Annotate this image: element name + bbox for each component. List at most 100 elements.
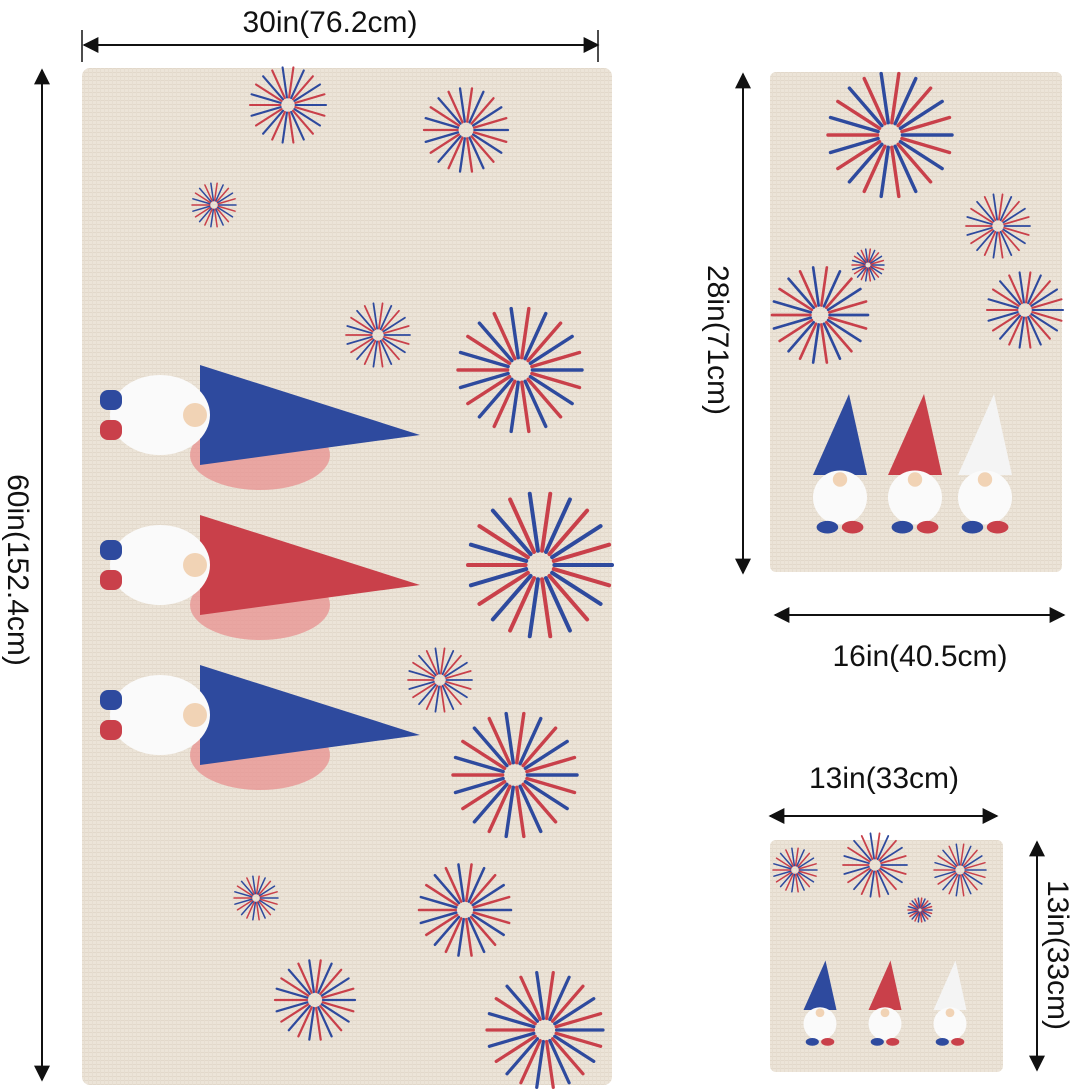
spark xyxy=(471,913,505,937)
spark xyxy=(867,248,872,263)
spark xyxy=(252,875,257,895)
spark xyxy=(444,661,468,678)
spark xyxy=(236,899,254,911)
spark xyxy=(350,316,374,333)
spark xyxy=(527,491,540,553)
spark xyxy=(869,265,883,275)
spark xyxy=(1003,216,1030,226)
spark xyxy=(547,573,590,622)
spark xyxy=(919,911,923,923)
spark xyxy=(519,975,542,1022)
spark xyxy=(999,230,1013,256)
spark xyxy=(553,1034,596,1063)
spark xyxy=(948,873,959,895)
spark xyxy=(890,145,901,199)
spark xyxy=(826,287,862,312)
spark xyxy=(458,137,466,173)
spark xyxy=(425,913,459,937)
gnome-nose xyxy=(832,472,848,487)
spark xyxy=(862,76,887,126)
spark xyxy=(550,524,603,560)
spark xyxy=(487,1031,536,1048)
spark xyxy=(294,106,326,117)
spark xyxy=(959,843,965,866)
spark xyxy=(963,872,983,885)
spark xyxy=(308,959,315,994)
spark xyxy=(445,670,472,680)
firework xyxy=(248,66,328,144)
spark xyxy=(234,898,253,905)
spark xyxy=(798,863,817,870)
spark xyxy=(527,577,540,639)
spark xyxy=(551,567,612,588)
spark xyxy=(921,910,931,918)
gnome-boot xyxy=(916,520,939,534)
gnome-nose xyxy=(183,403,207,427)
spark xyxy=(472,726,509,768)
spark xyxy=(504,711,515,765)
decoration xyxy=(100,66,1065,1090)
gnome-nose xyxy=(815,1008,825,1018)
spark xyxy=(453,776,505,795)
spark xyxy=(890,71,901,125)
spark xyxy=(970,207,994,224)
gnome-nose xyxy=(880,1008,890,1018)
gnome-hat xyxy=(813,394,867,475)
spark xyxy=(315,959,322,994)
spark xyxy=(418,654,437,677)
spark xyxy=(962,849,978,867)
spark xyxy=(255,901,260,921)
spark xyxy=(551,542,612,563)
spark xyxy=(772,300,813,314)
spark xyxy=(505,984,540,1023)
spark xyxy=(294,93,326,104)
spark xyxy=(868,267,876,281)
spark xyxy=(425,684,439,710)
spark xyxy=(824,277,853,310)
spark xyxy=(216,187,230,203)
spark xyxy=(900,115,952,134)
spark xyxy=(468,90,485,124)
spark xyxy=(445,680,472,690)
spark xyxy=(909,910,919,918)
gnome-boot xyxy=(961,520,984,534)
firework xyxy=(851,248,885,282)
spark xyxy=(545,970,555,1021)
spark xyxy=(937,872,957,885)
firework xyxy=(842,832,908,898)
spark xyxy=(281,66,288,99)
spark xyxy=(893,76,918,126)
spark xyxy=(487,1012,536,1029)
spark xyxy=(860,835,874,861)
spark xyxy=(356,338,375,361)
spark xyxy=(321,987,355,999)
spark xyxy=(437,135,462,163)
spark xyxy=(937,855,957,868)
spark xyxy=(492,311,517,361)
spark xyxy=(869,266,880,278)
spark xyxy=(851,259,866,265)
spark xyxy=(1008,315,1023,346)
spark xyxy=(250,106,282,117)
gnome-boot xyxy=(100,390,122,410)
spark xyxy=(308,1006,315,1041)
spark xyxy=(216,192,234,204)
firework xyxy=(422,87,510,173)
firework xyxy=(965,193,1031,259)
spark xyxy=(381,338,400,361)
spark xyxy=(860,869,874,895)
gnome-nose xyxy=(907,472,923,487)
spark xyxy=(290,69,305,100)
spark xyxy=(440,647,446,675)
spark xyxy=(798,322,818,360)
spark xyxy=(896,86,933,128)
spark xyxy=(418,683,437,706)
spark xyxy=(458,87,466,123)
spark xyxy=(297,1006,313,1038)
spark xyxy=(356,309,375,332)
spark xyxy=(217,205,236,212)
spark xyxy=(853,255,867,265)
firework xyxy=(451,711,579,839)
gnome-beard xyxy=(813,470,867,525)
